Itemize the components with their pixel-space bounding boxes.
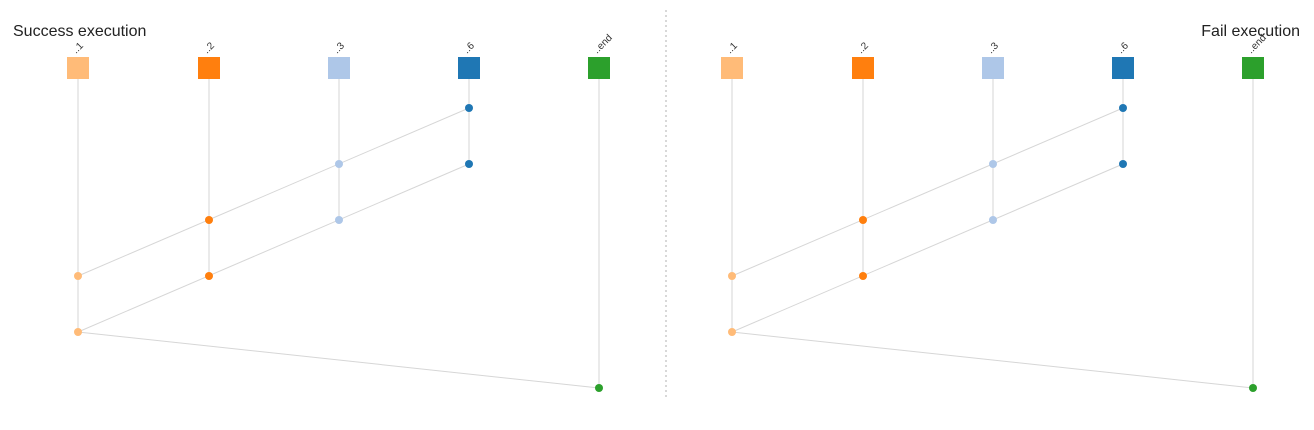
node-label-2: ..2: [855, 40, 871, 56]
message-link: [77, 331, 600, 389]
panel-title-success: Success execution: [13, 23, 146, 40]
event-dot-2-step-3: [859, 216, 867, 224]
node-box-2: [198, 57, 220, 79]
event-dot-2-step-3: [205, 216, 213, 224]
node-label-6: ..6: [1115, 40, 1131, 56]
event-dot-2-step-4: [205, 272, 213, 280]
event-dot-3-step-3: [989, 216, 997, 224]
message-link: [731, 107, 1124, 277]
event-dot-end-step-6: [595, 384, 603, 392]
event-dot-1-step-5: [74, 328, 82, 336]
node-label-3: ..3: [985, 40, 1001, 56]
node-label-1: ..1: [724, 40, 740, 56]
node-box-3: [982, 57, 1004, 79]
node-label-end: ..end: [591, 33, 615, 57]
message-link: [77, 163, 470, 333]
node-label-2: ..2: [201, 40, 217, 56]
node-label-6: ..6: [461, 40, 477, 56]
event-dot-3-step-3: [335, 216, 343, 224]
event-dot-2-step-4: [859, 272, 867, 280]
node-label-3: ..3: [331, 40, 347, 56]
panel-title-fail: Fail execution: [1201, 23, 1300, 40]
event-dot-3-step-2: [335, 160, 343, 168]
event-dot-1-step-5: [728, 328, 736, 336]
panel-success: Success execution..1 ..2 ..3 ..6 ..end: [13, 23, 615, 392]
node-box-1: [721, 57, 743, 79]
message-link: [731, 331, 1254, 389]
node-box-2: [852, 57, 874, 79]
event-dot-3-step-2: [989, 160, 997, 168]
panel-fail: Fail execution..1 ..2 ..3 ..6 ..end: [721, 23, 1300, 392]
event-dot-end-step-6: [1249, 384, 1257, 392]
message-link: [77, 107, 470, 277]
node-label-1: ..1: [70, 40, 86, 56]
node-box-3: [328, 57, 350, 79]
node-box-end: [1242, 57, 1264, 79]
node-box-1: [67, 57, 89, 79]
event-dot-1-step-4: [728, 272, 736, 280]
event-dot-6-step-2: [1119, 160, 1127, 168]
event-dot-1-step-4: [74, 272, 82, 280]
event-dot-6-step-1: [465, 104, 473, 112]
event-dot-6-step-2: [465, 160, 473, 168]
node-box-6: [1112, 57, 1134, 79]
node-box-6: [458, 57, 480, 79]
event-dot-6-step-1: [1119, 104, 1127, 112]
node-box-end: [588, 57, 610, 79]
message-link: [731, 163, 1124, 333]
